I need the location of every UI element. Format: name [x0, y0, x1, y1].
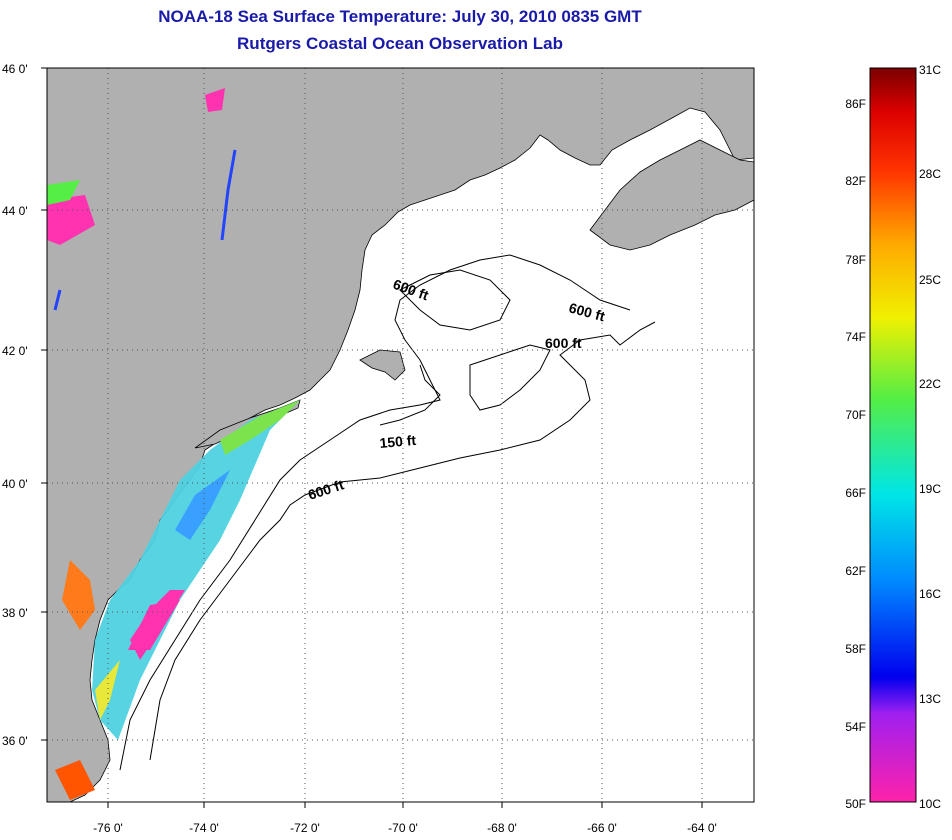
lon-label-70: -70 0' [388, 821, 418, 835]
lon-label-66: -66 0' [587, 821, 617, 835]
cb-f-82: 82F [845, 174, 866, 188]
cb-c-19: 19C [919, 482, 941, 496]
lat-label-36: 36 0' [2, 734, 28, 748]
lon-label-68: -68 0' [487, 821, 517, 835]
map-title: NOAA-18 Sea Surface Temperature: July 30… [158, 7, 642, 26]
lat-label-46: 46 0' [2, 62, 28, 76]
cb-f-78: 78F [845, 253, 866, 267]
contour-label-150ft: 150 ft [379, 432, 417, 451]
cb-c-16: 16C [919, 587, 941, 601]
bathymetry-contours [119, 254, 656, 771]
contour-label-600ft-georges: 600 ft [545, 335, 582, 351]
nova-scotia [589, 139, 754, 251]
axis-ticks [41, 67, 703, 808]
lon-label-74: -74 0' [189, 821, 219, 835]
lake-sst-pink [205, 88, 225, 112]
lake-sst-blue [53, 289, 62, 311]
colorbar [869, 67, 917, 803]
cape-cod [359, 349, 406, 381]
cb-f-50: 50F [845, 797, 866, 811]
sst-swath [92, 400, 300, 740]
cb-c-13: 13C [919, 692, 941, 706]
lat-label-42: 42 0' [2, 344, 28, 358]
sst-warm-nearshore [95, 660, 120, 720]
lake-sst-green [47, 180, 80, 205]
cb-c-31: 31C [919, 63, 941, 77]
cb-f-70: 70F [845, 408, 866, 422]
sst-warm-band [220, 400, 300, 455]
pamlico-warm [55, 760, 95, 800]
cb-c-25: 25C [919, 273, 941, 287]
cb-f-54: 54F [845, 720, 866, 734]
cb-f-62: 62F [845, 564, 866, 578]
lon-label-76: -76 0' [93, 821, 123, 835]
lake-champlain-sst [220, 149, 237, 241]
land-mass [47, 68, 754, 802]
lake-ontario-sst [47, 195, 95, 245]
cb-f-74: 74F [845, 330, 866, 344]
lon-label-72: -72 0' [290, 821, 320, 835]
lat-label-44: 44 0' [2, 204, 28, 218]
lat-label-40: 40 0' [2, 477, 28, 491]
cb-c-10: 10C [919, 797, 941, 811]
cb-f-66: 66F [845, 486, 866, 500]
lat-label-38: 38 0' [2, 606, 28, 620]
map-frame [46, 67, 755, 803]
cb-c-28: 28C [919, 167, 941, 181]
cb-f-86: 86F [845, 97, 866, 111]
sst-cool-patch [175, 470, 230, 540]
cb-f-58: 58F [845, 642, 866, 656]
map-subtitle: Rutgers Coastal Ocean Observation Lab [237, 34, 563, 53]
cb-c-22: 22C [919, 377, 941, 391]
lon-label-64: -64 0' [687, 821, 717, 835]
chesapeake-warm [62, 560, 95, 630]
